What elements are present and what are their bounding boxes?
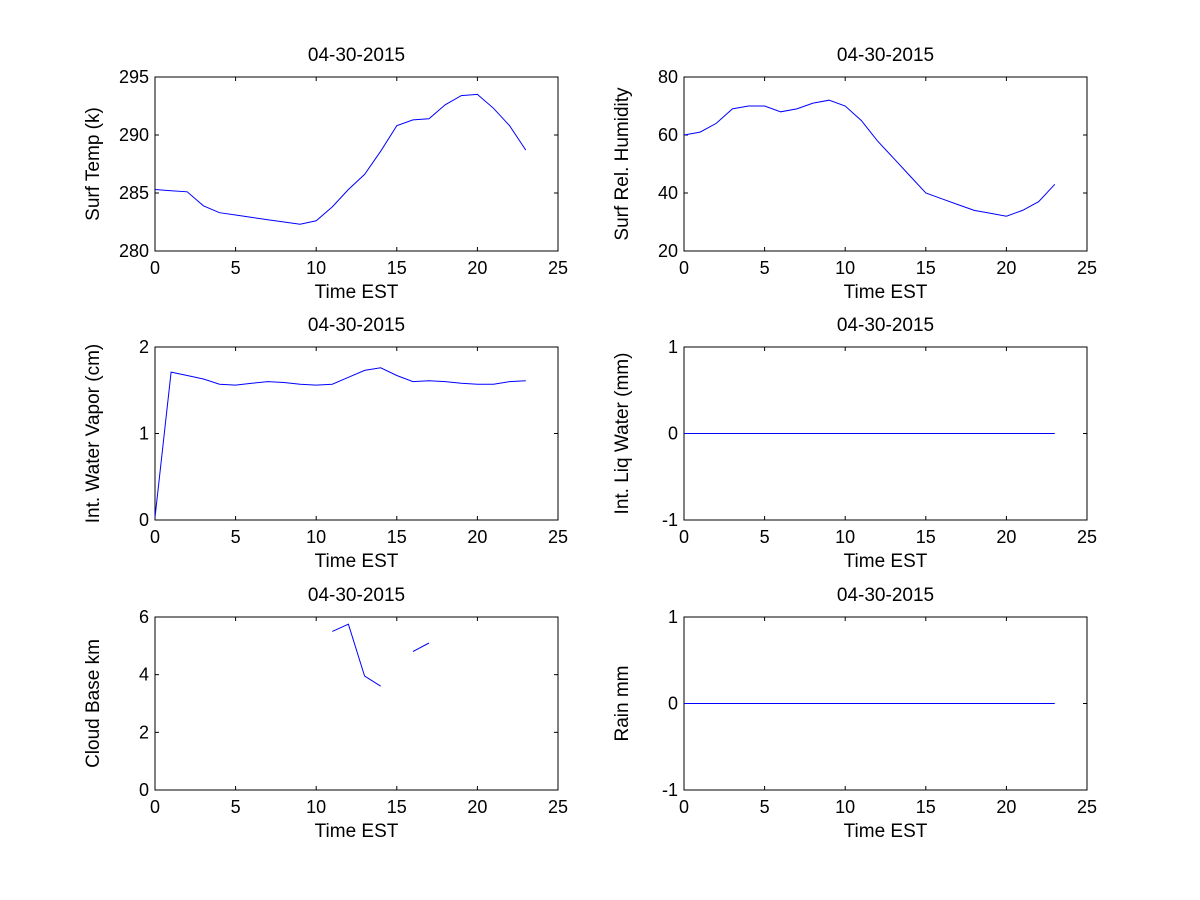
y-axis-label: Int. Liq Water (mm) [612,353,633,515]
x-axis-label: Time EST [844,551,928,572]
series-line-1 [154,367,526,518]
panel-5: 0 5 10 15 20 25 0 2 4 6 04-30-2015 Time EST Cloud Ba… [83,585,568,842]
x-tick-label: 0 [150,258,160,278]
x-tick-label: 0 [679,258,689,278]
x-axis-label: Time EST [315,551,399,572]
x-tick-label: 20 [996,527,1016,547]
x-tick-label: 20 [467,527,487,547]
x-tick-label: 5 [231,527,241,547]
x-tick-label: 20 [467,797,487,817]
x-tick-label: 10 [835,797,855,817]
y-tick-label: 1 [139,424,149,444]
x-axis-label: Time EST [844,821,928,842]
x-tick-label: 20 [996,258,1016,278]
y-tick-label: 285 [119,183,149,203]
chart-title: 04-30-2015 [308,585,405,606]
series-line-1 [683,99,1056,217]
y-axis-label: Surf Temp (k) [83,107,104,221]
y-axis-label: Surf Rel. Humidity [612,87,633,241]
x-tick-label: 20 [996,797,1016,817]
x-tick-label: 20 [467,258,487,278]
y-tick-label: 295 [119,67,149,87]
y-tick-label: 4 [139,665,149,685]
y-tick-label: -1 [662,510,678,530]
x-tick-label: 0 [679,797,689,817]
chart-title: 04-30-2015 [837,585,934,606]
x-tick-label: 10 [306,527,326,547]
x-tick-label: 15 [916,258,936,278]
x-tick-label: 25 [548,258,568,278]
panel-1: 0 5 10 15 20 25 280 285 290 295 04-30-2015 Time EST… [83,45,568,303]
y-axis-label: Int. Water Vapor (cm) [83,344,104,523]
x-tick-label: 0 [150,527,160,547]
x-tick-label: 15 [916,527,936,547]
y-tick-label: 280 [119,241,149,261]
series-line-1 [154,93,527,225]
y-axis-label: Cloud Base km [83,639,104,768]
x-tick-label: 5 [231,797,241,817]
chart-title: 04-30-2015 [837,315,934,336]
x-tick-label: 25 [1077,797,1097,817]
y-tick-label: 1 [668,607,678,627]
chart-title: 04-30-2015 [837,45,934,66]
x-tick-label: 5 [760,797,770,817]
chart-title: 04-30-2015 [308,45,405,66]
y-tick-label: 20 [658,241,678,261]
x-tick-label: 25 [1077,527,1097,547]
y-tick-label: 2 [139,722,149,742]
y-axis-label: Rain mm [612,665,633,741]
y-tick-label: 6 [139,607,149,627]
x-tick-label: 5 [231,258,241,278]
x-tick-label: 25 [1077,258,1097,278]
x-axis-label: Time EST [844,282,928,303]
y-tick-label: 2 [139,337,149,357]
x-tick-label: 0 [679,527,689,547]
y-tick-label: 290 [119,125,149,145]
x-axis-label: Time EST [315,821,399,842]
panel-3: 0 5 10 15 20 25 0 1 2 04-30-2015 Time EST Int. Wate… [83,315,568,572]
x-tick-label: 15 [387,797,407,817]
axes-box [154,616,559,791]
x-tick-label: 10 [306,258,326,278]
x-tick-label: 10 [835,527,855,547]
x-tick-label: 15 [387,258,407,278]
series-line-1-seg-2 [412,642,430,653]
series-line-1-seg-1 [332,623,381,687]
y-tick-label: 80 [658,67,678,87]
y-tick-label: 0 [139,780,149,800]
y-tick-label: 0 [139,510,149,530]
chart-title: 04-30-2015 [308,315,405,336]
y-tick-label: 0 [668,694,678,714]
y-tick-label: 60 [658,125,678,145]
x-tick-label: 10 [306,797,326,817]
x-tick-label: 15 [916,797,936,817]
x-tick-label: 0 [150,797,160,817]
y-tick-label: 1 [668,337,678,357]
y-tick-label: 40 [658,183,678,203]
x-tick-label: 10 [835,258,855,278]
x-tick-label: 25 [548,527,568,547]
axes-box [154,76,559,252]
x-axis-label: Time EST [315,282,399,303]
panel-2: 0 5 10 15 20 25 20 40 60 80 04-30-2015 Time EST Surf… [612,45,1097,303]
x-tick-label: 15 [387,527,407,547]
x-tick-label: 25 [548,797,568,817]
x-tick-label: 5 [760,527,770,547]
x-tick-label: 5 [760,258,770,278]
axes-box [683,76,1088,252]
y-tick-label: -1 [662,780,678,800]
y-tick-label: 0 [668,424,678,444]
